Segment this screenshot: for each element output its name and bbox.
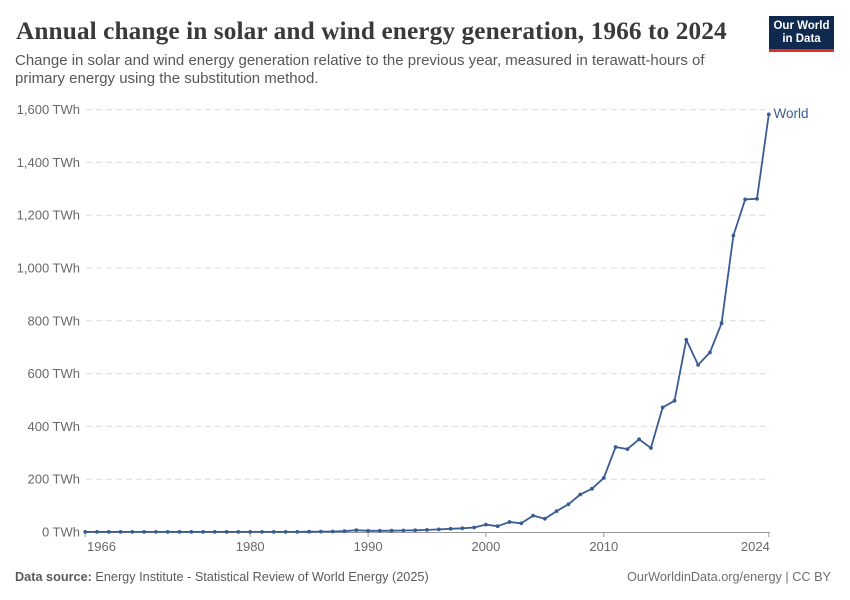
svg-text:1,000 TWh: 1,000 TWh [17,261,80,276]
svg-text:1,600 TWh: 1,600 TWh [17,102,80,117]
svg-text:2024: 2024 [741,539,770,554]
svg-text:800 TWh: 800 TWh [27,313,80,328]
svg-text:400 TWh: 400 TWh [27,419,80,434]
svg-text:1990: 1990 [354,539,383,554]
svg-text:0 TWh: 0 TWh [42,525,80,540]
svg-text:2000: 2000 [471,539,500,554]
svg-text:200 TWh: 200 TWh [27,472,80,487]
svg-text:600 TWh: 600 TWh [27,366,80,381]
svg-text:1966: 1966 [87,539,116,554]
svg-text:1980: 1980 [236,539,265,554]
svg-text:1,200 TWh: 1,200 TWh [17,208,80,223]
svg-text:World: World [774,106,809,121]
svg-text:2010: 2010 [589,539,618,554]
svg-text:1,400 TWh: 1,400 TWh [17,155,80,170]
